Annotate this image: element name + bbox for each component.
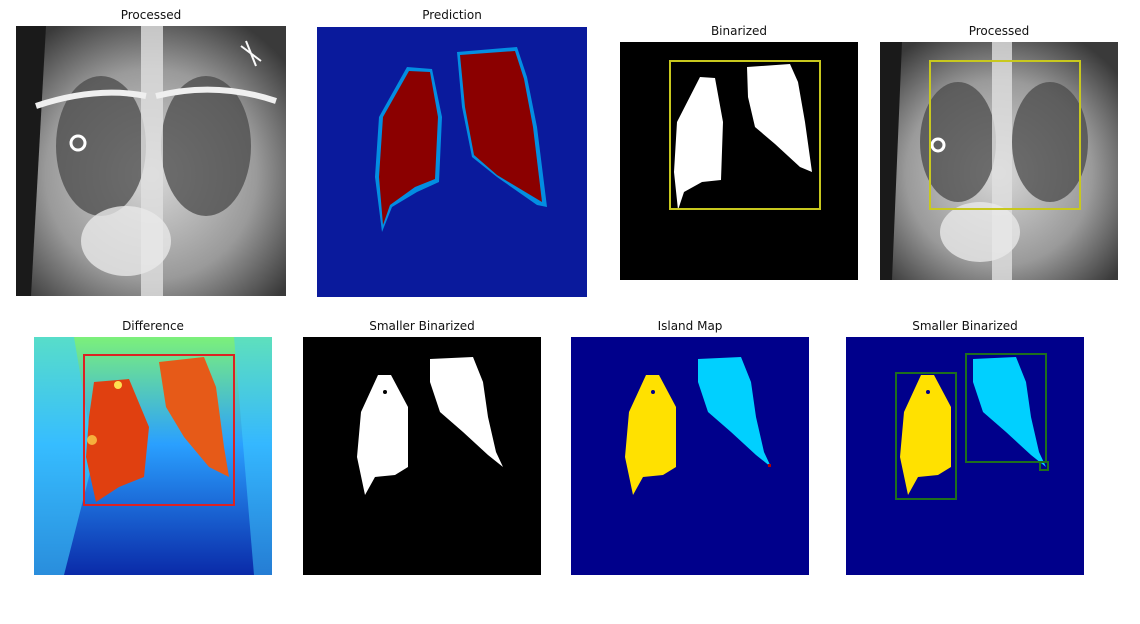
panel-processed-xray: Processed: [16, 8, 286, 298]
panel-title: Island Map: [657, 319, 723, 333]
binarized-image: [620, 42, 858, 280]
xray-image: [16, 26, 286, 296]
panel-title: Smaller Binarized: [912, 319, 1018, 333]
panel-prediction: Prediction: [317, 8, 587, 298]
panel-title: Binarized: [710, 24, 768, 38]
panel-title: Processed: [120, 8, 182, 22]
prediction-heatmap: [317, 27, 587, 297]
panel-title: Processed: [968, 24, 1030, 38]
island-map-image: [571, 337, 809, 575]
panel-binarized: Binarized: [620, 24, 858, 282]
panel-smaller-binarized-boxes: Smaller Binarized: [846, 319, 1084, 577]
panel-smaller-binarized: Smaller Binarized: [303, 319, 541, 577]
panel-title: Difference: [122, 319, 184, 333]
panel-island-map: Island Map: [571, 319, 809, 577]
xray-cropped-image: [880, 42, 1118, 280]
difference-heatmap: [34, 337, 272, 575]
panel-processed-cropped: Processed: [880, 24, 1118, 282]
panel-difference: Difference: [34, 319, 272, 577]
smaller-binarized-boxes-image: [846, 337, 1084, 575]
smaller-binarized-image: [303, 337, 541, 575]
panel-title: Prediction: [422, 8, 482, 22]
panel-title: Smaller Binarized: [369, 319, 475, 333]
